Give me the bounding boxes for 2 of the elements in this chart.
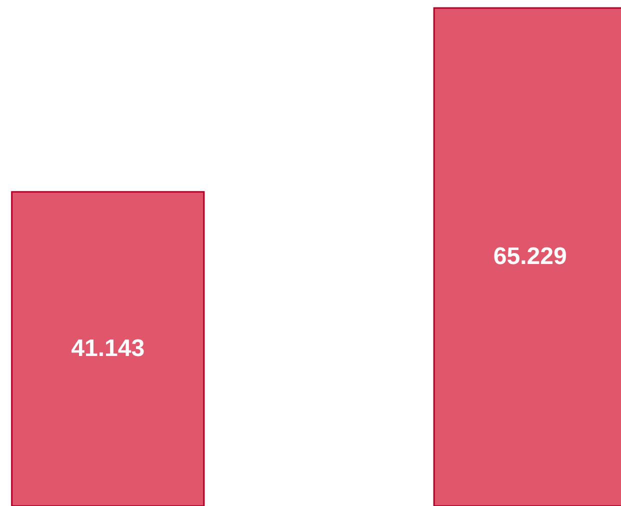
data-label: 65.229 [493,242,567,270]
data-label: 41.143 [71,334,145,362]
